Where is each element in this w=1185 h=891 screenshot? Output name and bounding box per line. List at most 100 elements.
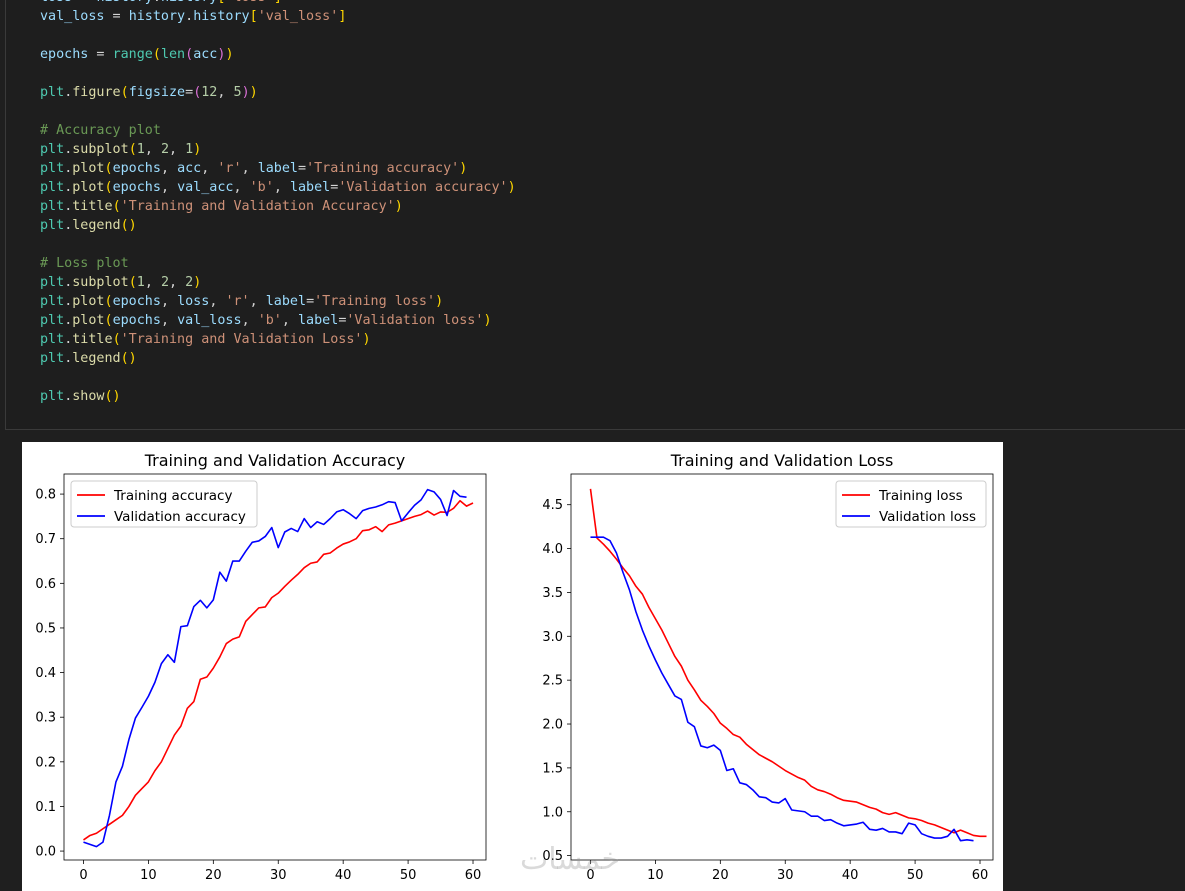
code-line — [40, 64, 516, 83]
code-token: ( — [152, 47, 161, 62]
code-token: ] — [274, 0, 282, 5]
code-token: history — [193, 9, 250, 24]
code-token: 1 — [136, 275, 145, 290]
code-token: plt — [40, 180, 65, 195]
code-token: = — [185, 85, 194, 100]
code-token: = — [338, 313, 347, 328]
code-token: = — [104, 9, 129, 24]
code-token: 'r' — [217, 161, 242, 176]
legend-box — [70, 480, 258, 528]
code-token: epochs — [112, 180, 161, 195]
code-token: label — [265, 294, 307, 309]
code-token: , — [241, 161, 258, 176]
code-token: . — [64, 332, 73, 347]
y-tick-label: 3.0 — [542, 630, 563, 645]
code-token: . — [64, 275, 73, 290]
code-token: ( — [104, 161, 113, 176]
code-token: plt — [40, 332, 65, 347]
code-token: figure — [72, 85, 121, 100]
series-line-validation — [83, 488, 467, 848]
code-line: val_loss = history.history['val_loss'] — [40, 7, 516, 26]
code-line — [40, 26, 516, 45]
code-token: acc — [193, 47, 218, 62]
legend-label: Validation accuracy — [114, 509, 246, 525]
code-token: = — [306, 294, 315, 309]
code-token: 1 — [185, 142, 194, 157]
watermark-logo: خمسات — [520, 842, 621, 877]
code-token: 5 — [233, 85, 242, 100]
code-line — [40, 102, 516, 121]
code-token: , — [281, 313, 298, 328]
x-tick-label: 50 — [907, 868, 924, 883]
code-token: ( — [120, 85, 129, 100]
code-line — [40, 368, 516, 387]
code-token: . — [64, 180, 73, 195]
code-token: , — [233, 180, 250, 195]
code-token: 'Training accuracy' — [306, 161, 460, 176]
code-token: epochs — [112, 294, 161, 309]
code-token: 2 — [160, 142, 169, 157]
code-token: 'Validation accuracy' — [338, 180, 508, 195]
legend-label: Training loss — [878, 488, 963, 504]
code-token: , — [144, 275, 161, 290]
x-tick-label: 20 — [712, 868, 729, 883]
code-token: ) — [249, 85, 258, 100]
code-token: ( — [112, 332, 121, 347]
code-token: . — [64, 351, 73, 366]
code-token: , — [241, 313, 258, 328]
chart-title: Training and Validation Accuracy — [144, 451, 406, 470]
y-tick-label: 4.5 — [542, 498, 563, 513]
code-line: plt.plot(epochs, acc, 'r', label='Traini… — [40, 159, 516, 178]
code-token: . — [64, 389, 73, 404]
code-token: ( — [185, 47, 194, 62]
code-token: show — [72, 389, 105, 404]
code-token: () — [120, 351, 137, 366]
code-token: subplot — [72, 142, 129, 157]
code-token: 'Validation loss' — [346, 313, 484, 328]
code-token: , — [249, 294, 266, 309]
code-token: , — [160, 161, 178, 176]
code-token: () — [120, 218, 137, 233]
code-token: val_loss — [40, 9, 105, 24]
chart-title: Training and Validation Loss — [670, 451, 894, 470]
code-token: len — [160, 47, 186, 62]
code-token: ( — [128, 142, 137, 157]
code-token: ) — [507, 180, 516, 195]
code-token: ) — [362, 332, 371, 347]
code-token: epochs — [40, 47, 89, 62]
code-token: plot — [72, 180, 105, 195]
code-line: plt.title('Training and Validation Accur… — [40, 197, 516, 216]
code-token: plt — [40, 85, 65, 100]
code-token: 'Training and Validation Accuracy' — [120, 199, 395, 214]
x-tick-label: 50 — [400, 868, 417, 883]
code-line: # Accuracy plot — [40, 121, 516, 140]
code-token: [ — [217, 0, 225, 5]
code-token: plt — [40, 313, 65, 328]
x-tick-label: 10 — [140, 868, 157, 883]
code-token: ( — [193, 85, 202, 100]
legend-label: Validation loss — [879, 509, 976, 525]
code-line: plt.figure(figsize=(12, 5)) — [40, 83, 516, 102]
code-token: plt — [40, 161, 65, 176]
y-tick-label: 0.0 — [35, 845, 56, 860]
x-tick-label: 10 — [647, 868, 664, 883]
code-line: plt.plot(epochs, val_acc, 'b', label='Va… — [40, 178, 516, 197]
legend-label: Training accuracy — [113, 488, 232, 504]
code-token: 2 — [160, 275, 169, 290]
code-line: plt.plot(epochs, val_loss, 'b', label='V… — [40, 311, 516, 330]
legend: Training accuracy Validation accuracy — [70, 480, 258, 528]
code-token: ) — [193, 142, 202, 157]
code-token: . — [64, 199, 73, 214]
x-tick-label: 60 — [972, 868, 989, 883]
code-token: plt — [40, 389, 65, 404]
code-editor[interactable]: loss = history.history['loss']val_loss =… — [40, 0, 516, 406]
code-token: ) — [435, 294, 444, 309]
code-token: plot — [72, 161, 105, 176]
series-line-validation — [590, 536, 974, 842]
code-token: , — [273, 180, 290, 195]
y-tick-label: 2.0 — [542, 718, 563, 733]
code-cell[interactable]: loss = history.history['loss']val_loss =… — [5, 0, 1185, 430]
code-token: 'Training loss' — [314, 294, 436, 309]
code-token: , — [169, 275, 186, 290]
code-token: legend — [72, 218, 121, 233]
